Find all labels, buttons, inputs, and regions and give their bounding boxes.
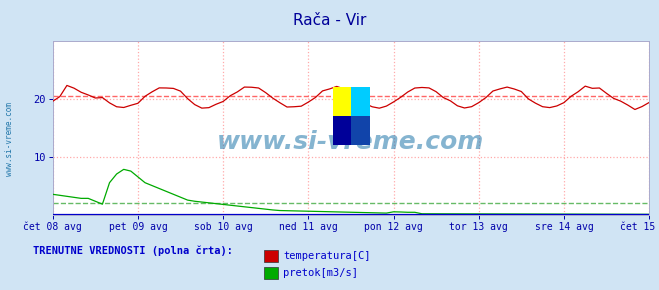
Text: www.si-vreme.com: www.si-vreme.com	[217, 130, 484, 153]
Text: www.si-vreme.com: www.si-vreme.com	[5, 102, 14, 176]
Text: temperatura[C]: temperatura[C]	[283, 251, 371, 261]
Text: Rača - Vir: Rača - Vir	[293, 13, 366, 28]
Text: TRENUTNE VREDNOSTI (polna črta):: TRENUTNE VREDNOSTI (polna črta):	[33, 246, 233, 256]
Text: pretok[m3/s]: pretok[m3/s]	[283, 268, 358, 278]
